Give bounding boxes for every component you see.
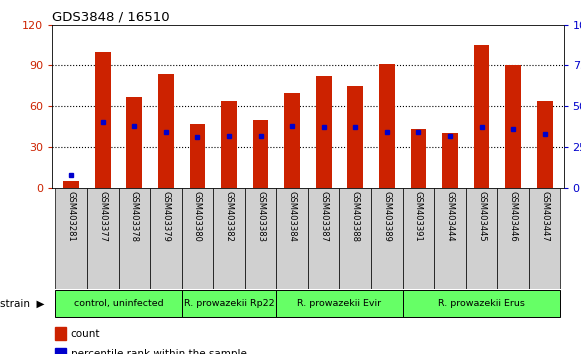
Bar	[316, 76, 332, 188]
Bar	[434, 188, 466, 289]
Bar	[253, 120, 268, 188]
Bar	[245, 188, 277, 289]
Bar	[339, 188, 371, 289]
Text: R. prowazekii Erus: R. prowazekii Erus	[438, 299, 525, 308]
Text: GSM403447: GSM403447	[540, 191, 549, 241]
Text: GSM403391: GSM403391	[414, 191, 423, 241]
Bar	[537, 101, 553, 188]
Text: GSM403388: GSM403388	[351, 191, 360, 242]
Text: R. prowazekii Evir: R. prowazekii Evir	[297, 299, 382, 308]
Bar	[529, 188, 561, 289]
Bar	[284, 93, 300, 188]
Text: GSM403380: GSM403380	[193, 191, 202, 241]
Bar	[55, 188, 87, 289]
Bar	[505, 65, 521, 188]
Bar	[466, 188, 497, 289]
Bar	[277, 188, 308, 289]
Text: control, uninfected: control, uninfected	[74, 299, 163, 308]
Text: strain  ▶: strain ▶	[0, 298, 45, 309]
Text: GSM403382: GSM403382	[224, 191, 234, 241]
Text: R. prowazekii Rp22: R. prowazekii Rp22	[184, 299, 274, 308]
Bar	[213, 188, 245, 289]
Bar	[119, 188, 150, 289]
Bar	[182, 188, 213, 289]
Bar	[87, 188, 119, 289]
Bar	[221, 101, 237, 188]
Text: GSM403445: GSM403445	[477, 191, 486, 241]
Text: GSM403384: GSM403384	[288, 191, 297, 241]
Bar	[182, 290, 277, 317]
Bar	[277, 290, 403, 317]
Bar	[411, 129, 426, 188]
Bar	[371, 188, 403, 289]
Text: GSM403387: GSM403387	[319, 191, 328, 242]
Bar	[497, 188, 529, 289]
Bar	[55, 348, 66, 354]
Bar	[403, 290, 561, 317]
Text: GSM403379: GSM403379	[162, 191, 170, 241]
Bar	[63, 181, 79, 188]
Bar	[403, 188, 434, 289]
Bar	[55, 290, 182, 317]
Bar	[189, 124, 205, 188]
Bar	[379, 64, 394, 188]
Text: GSM403377: GSM403377	[98, 191, 107, 242]
Text: count: count	[71, 329, 100, 339]
Bar	[150, 188, 182, 289]
Text: GDS3848 / 16510: GDS3848 / 16510	[52, 11, 170, 24]
Bar	[158, 74, 174, 188]
Text: GSM403378: GSM403378	[130, 191, 139, 242]
Text: GSM403383: GSM403383	[256, 191, 265, 242]
Bar	[127, 97, 142, 188]
Text: GSM403446: GSM403446	[508, 191, 518, 241]
Bar	[95, 52, 110, 188]
Text: GSM403389: GSM403389	[382, 191, 392, 241]
Bar	[442, 133, 458, 188]
Bar	[347, 86, 363, 188]
Bar	[474, 45, 489, 188]
Bar	[308, 188, 339, 289]
Text: GSM403281: GSM403281	[67, 191, 76, 241]
Text: GSM403444: GSM403444	[446, 191, 454, 241]
Text: percentile rank within the sample: percentile rank within the sample	[71, 349, 246, 354]
Bar	[55, 327, 66, 340]
